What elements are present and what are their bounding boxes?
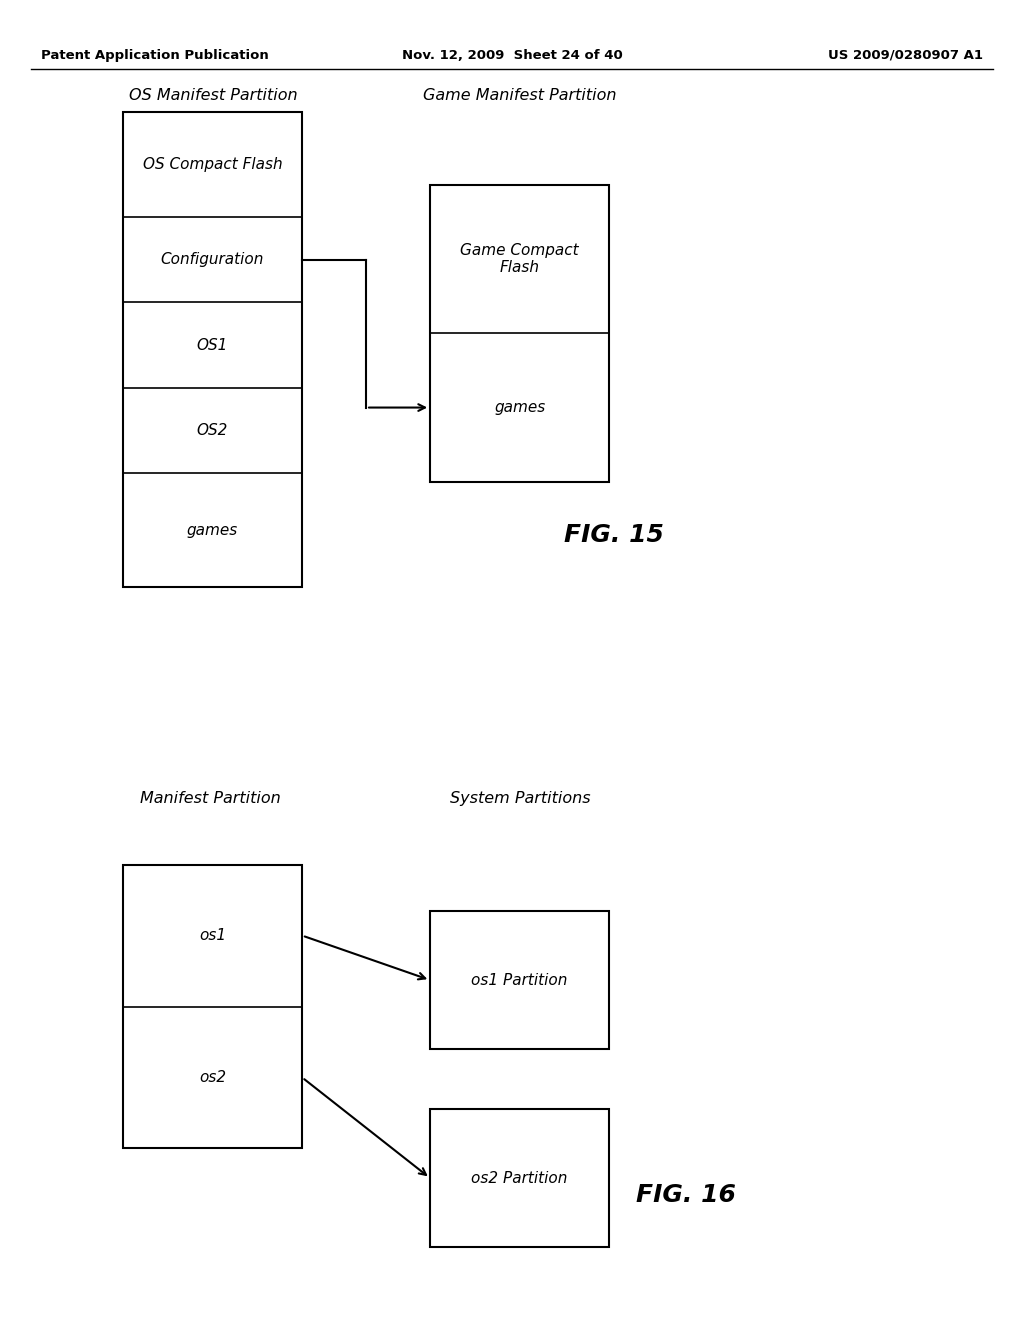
Text: Game Compact
Flash: Game Compact Flash [461, 243, 579, 276]
Text: System Partitions: System Partitions [450, 791, 591, 807]
Text: OS Manifest Partition: OS Manifest Partition [129, 87, 297, 103]
Bar [430, 1109, 609, 1247]
Text: OS Compact Flash: OS Compact Flash [142, 157, 283, 172]
Text: FIG. 16: FIG. 16 [636, 1183, 736, 1206]
Text: Configuration: Configuration [161, 252, 264, 267]
Text: Manifest Partition: Manifest Partition [139, 791, 281, 807]
Text: Patent Application Publication: Patent Application Publication [41, 49, 268, 62]
Bar [123, 112, 302, 587]
Text: Nov. 12, 2009  Sheet 24 of 40: Nov. 12, 2009 Sheet 24 of 40 [401, 49, 623, 62]
Text: games: games [186, 523, 239, 537]
Text: os2 Partition: os2 Partition [471, 1171, 568, 1185]
Text: OS1: OS1 [197, 338, 228, 352]
Text: os1: os1 [199, 928, 226, 942]
Bar [430, 911, 609, 1049]
Text: os2: os2 [199, 1071, 226, 1085]
Text: OS2: OS2 [197, 424, 228, 438]
Bar [123, 865, 302, 1148]
Text: os1 Partition: os1 Partition [471, 973, 568, 987]
Text: FIG. 15: FIG. 15 [564, 523, 665, 546]
Bar [430, 185, 609, 482]
Text: US 2009/0280907 A1: US 2009/0280907 A1 [828, 49, 983, 62]
Text: games: games [494, 400, 546, 414]
Text: Game Manifest Partition: Game Manifest Partition [424, 87, 616, 103]
